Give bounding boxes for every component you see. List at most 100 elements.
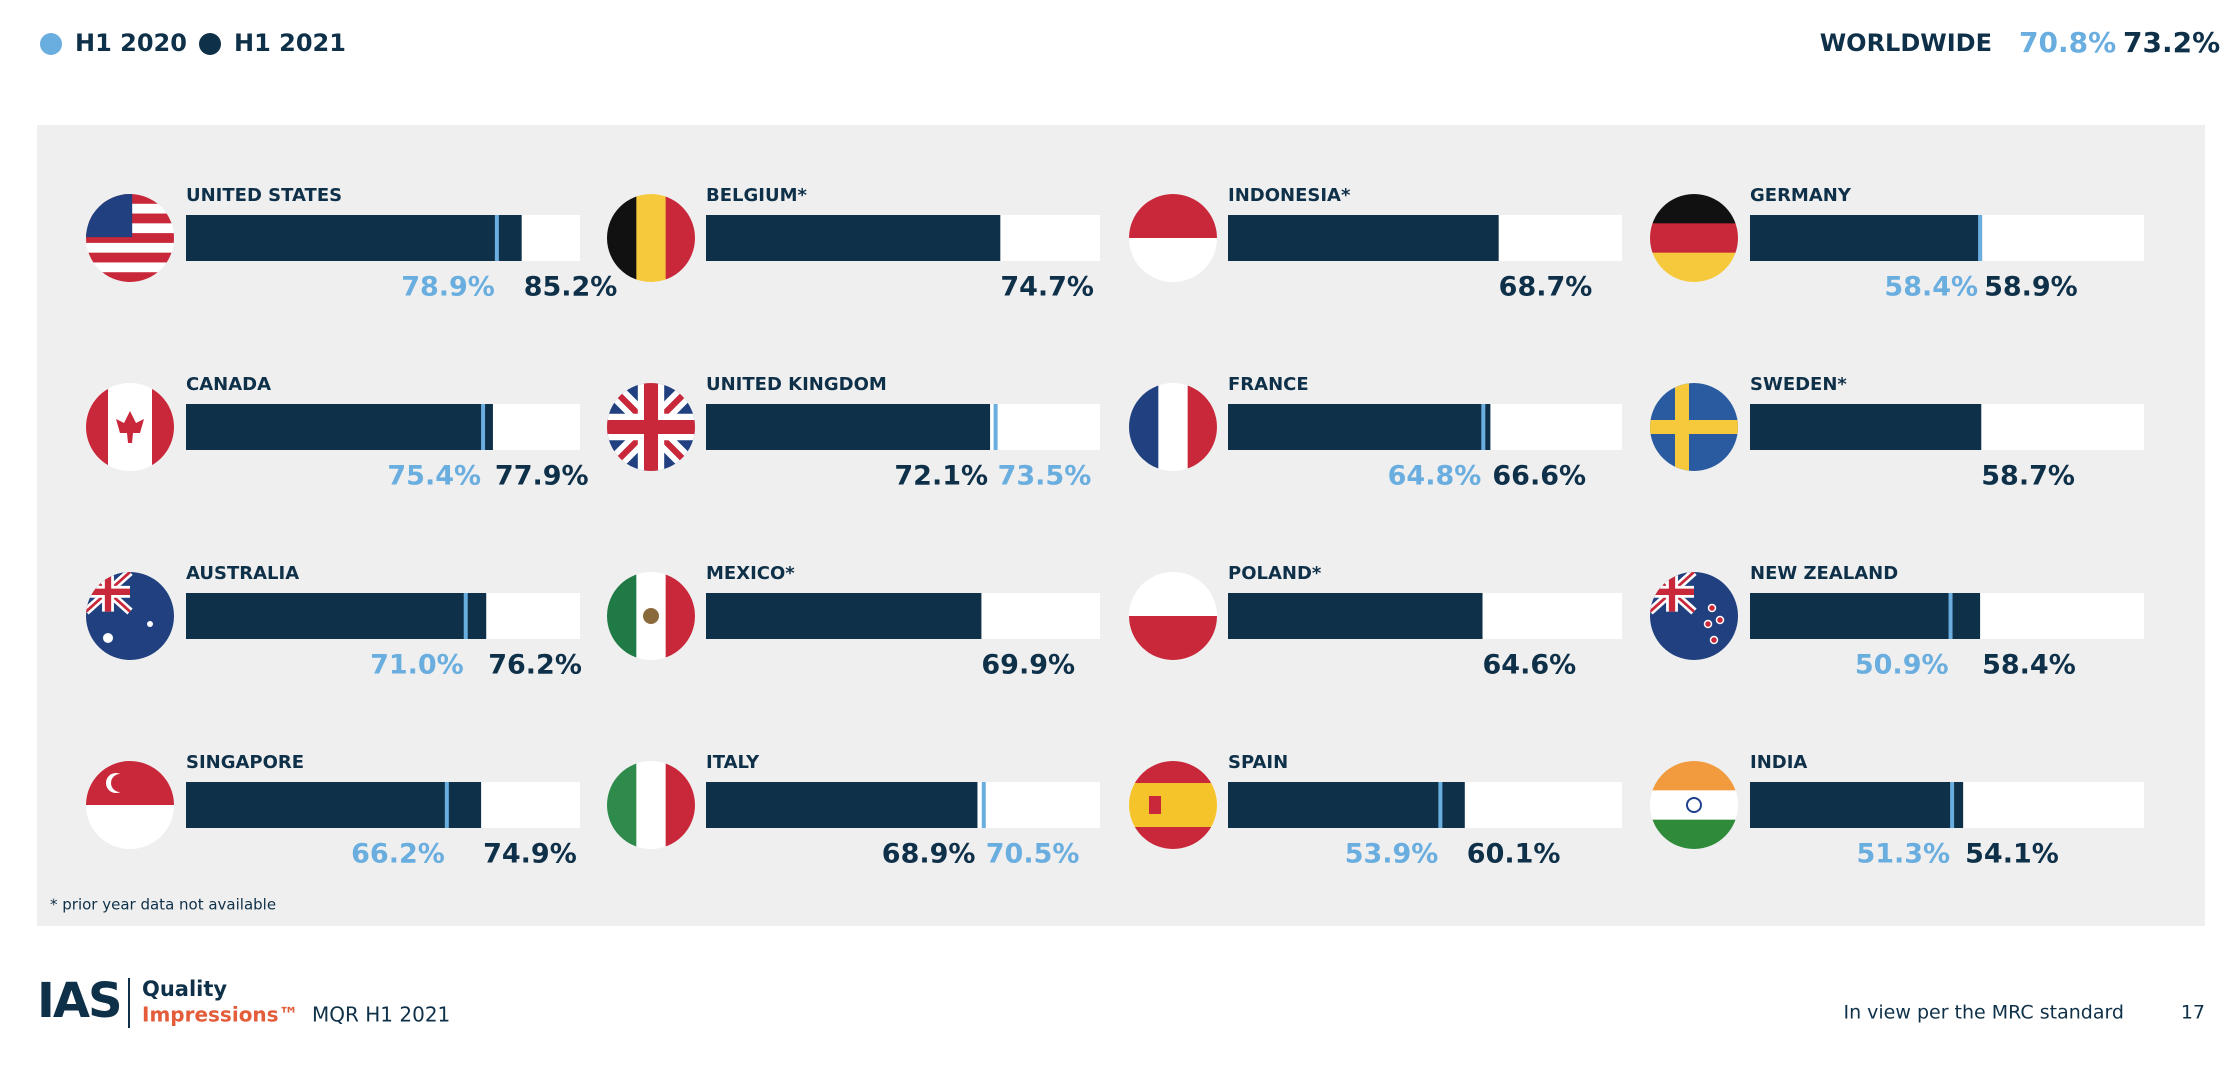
- value-label: 58.4%: [1982, 650, 2076, 681]
- prior-marker: [463, 593, 468, 639]
- value-label: 64.6%: [1483, 650, 1577, 681]
- country-name: UNITED KINGDOM: [706, 374, 887, 395]
- value-label: 68.9%: [882, 839, 976, 870]
- prior-marker: [981, 782, 986, 828]
- flag-part: [1650, 223, 1738, 254]
- logo: IAS: [37, 973, 121, 1029]
- bar: [706, 215, 1001, 261]
- value-label: 78.9%: [401, 272, 495, 303]
- flag-part: [1707, 603, 1717, 613]
- value-label: 66.6%: [1492, 461, 1586, 492]
- flag: [607, 194, 695, 282]
- value-label: 74.7%: [1000, 272, 1094, 303]
- bar: [186, 782, 482, 828]
- prior-marker: [1978, 215, 1983, 261]
- flag-part: [1650, 572, 1694, 612]
- legend-swatch: [199, 33, 221, 55]
- country-name: SINGAPORE: [186, 752, 304, 773]
- flag: [607, 572, 695, 660]
- value-label: 76.2%: [488, 650, 582, 681]
- bar: [706, 404, 991, 450]
- country-name: BELGIUM*: [706, 185, 807, 206]
- value-label: 58.4%: [1884, 272, 1978, 303]
- flag: [1129, 383, 1217, 471]
- page-number: 17: [2181, 1002, 2205, 1024]
- country-name: AUSTRALIA: [186, 563, 299, 584]
- flag-part: [1686, 797, 1702, 813]
- country-name: POLAND*: [1228, 563, 1322, 584]
- flag: [1129, 194, 1217, 282]
- brand-bottom: Impressions™: [142, 1003, 299, 1027]
- flag: [607, 761, 695, 849]
- bar: [1750, 593, 1981, 639]
- value-label: 58.7%: [1981, 461, 2075, 492]
- footer-note: In view per the MRC standard: [1843, 1002, 2124, 1024]
- bar: [186, 215, 522, 261]
- flag-part: [636, 194, 667, 282]
- flag: [1650, 761, 1738, 849]
- value-label: 74.9%: [483, 839, 577, 870]
- worldwide-value: 70.8%: [2019, 26, 2116, 59]
- bar: [706, 782, 978, 828]
- flag-part: [86, 252, 174, 263]
- flag-part: [1715, 615, 1725, 625]
- value-label: 51.3%: [1856, 839, 1950, 870]
- flag-part: [1709, 635, 1719, 645]
- flag-part: [1129, 805, 1217, 828]
- prior-marker: [1948, 593, 1953, 639]
- flag-part: [147, 621, 153, 627]
- value-label: 72.1%: [894, 461, 988, 492]
- value-label: 85.2%: [524, 272, 618, 303]
- country-name: SPAIN: [1228, 752, 1288, 773]
- country-name: INDONESIA*: [1228, 185, 1351, 206]
- footnote: * prior year data not available: [50, 896, 276, 914]
- country-name: MEXICO*: [706, 563, 795, 584]
- prior-marker: [1950, 782, 1955, 828]
- flag-part: [1703, 619, 1713, 629]
- flag: [607, 383, 695, 471]
- prior-marker: [444, 782, 449, 828]
- flag-part: [86, 242, 174, 254]
- country-name: GERMANY: [1750, 185, 1852, 206]
- legend-label: H1 2021: [234, 29, 346, 57]
- bar: [706, 593, 982, 639]
- value-label: 58.9%: [1984, 272, 2078, 303]
- country-name: INDIA: [1750, 752, 1807, 773]
- flag-part: [86, 233, 174, 244]
- country-name: ITALY: [706, 752, 760, 773]
- value-label: 75.4%: [387, 461, 481, 492]
- prior-marker: [1481, 404, 1486, 450]
- flag-part: [1650, 790, 1738, 821]
- flag-part: [86, 272, 174, 282]
- value-label: 68.7%: [1499, 272, 1593, 303]
- flag: [86, 194, 174, 282]
- value-label: 64.8%: [1388, 461, 1482, 492]
- value-label: 77.9%: [495, 461, 589, 492]
- bar: [1228, 593, 1483, 639]
- flag-part: [643, 608, 659, 624]
- value-label: 71.0%: [370, 650, 464, 681]
- flag-part: [636, 761, 667, 849]
- flag: [1650, 194, 1738, 282]
- flag-part: [607, 383, 695, 471]
- bar: [186, 404, 493, 450]
- prior-marker: [494, 215, 499, 261]
- bar: [1228, 215, 1499, 261]
- legend-label: H1 2020: [75, 29, 187, 57]
- brand-top: Quality: [142, 977, 227, 1001]
- country-name: FRANCE: [1228, 374, 1309, 395]
- value-label: 54.1%: [1965, 839, 2059, 870]
- prior-marker: [481, 404, 486, 450]
- value-label: 69.9%: [981, 650, 1075, 681]
- flag-part: [1149, 796, 1161, 814]
- flag: [1650, 572, 1738, 660]
- country-name: UNITED STATES: [186, 185, 342, 206]
- flag: [86, 383, 174, 471]
- value-label: 70.5%: [986, 839, 1080, 870]
- flag-part: [1650, 383, 1738, 471]
- flag-part: [86, 262, 174, 273]
- flag-part: [1158, 383, 1189, 471]
- prior-marker: [1438, 782, 1443, 828]
- flag: [1650, 383, 1738, 471]
